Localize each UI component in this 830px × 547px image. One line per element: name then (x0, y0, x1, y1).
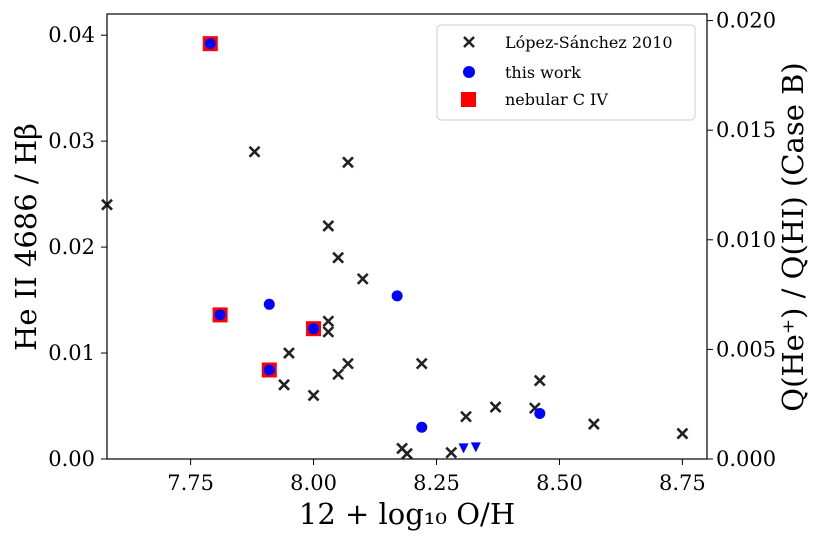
series-0-point-5 (356, 272, 369, 285)
series-0-point-16 (445, 446, 458, 459)
series-0-point-15 (401, 447, 413, 460)
y2-axis-ticks: 0.000 0.005 0.010 0.015 0.020 (707, 9, 776, 471)
y-tick-label-4: 0.04 (48, 23, 95, 47)
series-0-point-6 (322, 315, 335, 328)
legend-circle-marker (463, 66, 475, 78)
y2-tick-label-2: 0.010 (716, 228, 776, 252)
series-2-point-0 (458, 443, 469, 454)
series-0-point-4 (332, 251, 345, 264)
x-axis-title: 12 + log₁₀ O/H (299, 497, 515, 531)
series-0-point-8 (283, 347, 295, 359)
series-0-point-1 (248, 145, 261, 158)
legend: López-Sánchez 2010 this work nebular C I… (436, 24, 696, 121)
plot-frame (106, 13, 708, 460)
series-2-point-1 (470, 442, 481, 453)
series-0-point-10 (332, 368, 345, 381)
y2-tick-label-3: 0.015 (716, 118, 776, 142)
series-0-point-18 (489, 401, 502, 414)
y-tick-label-2: 0.02 (48, 235, 95, 259)
legend-label-this-work: this work (505, 63, 581, 82)
x-tick-label-2: 8.25 (413, 471, 460, 495)
x-axis-ticks: 7.75 8.00 8.25 8.50 8.75 (167, 459, 706, 495)
series-1-point-1 (214, 309, 226, 321)
series-1-point-0 (204, 38, 216, 50)
legend-box (436, 24, 696, 121)
this-work-limit-markers (458, 442, 481, 454)
series-0-point-22 (676, 427, 689, 440)
series-1-point-5 (391, 290, 403, 302)
legend-label-lopez-sanchez: López-Sánchez 2010 (505, 33, 673, 52)
x-tick-label-0: 7.75 (167, 471, 214, 495)
series-0-point-2 (342, 156, 354, 169)
y-tick-label-3: 0.03 (48, 129, 95, 153)
series-1-point-7 (534, 407, 546, 419)
y-tick-label-0: 0.00 (48, 447, 95, 471)
legend-x-marker (463, 36, 475, 48)
series-0-point-9 (342, 357, 354, 370)
series-0-point-21 (587, 418, 600, 430)
series-0-point-11 (278, 378, 290, 391)
y2-axis-title: Q(He⁺) / Q(HI) (Case B) (776, 62, 810, 411)
legend-label-nebular-civ: nebular C IV (505, 90, 608, 109)
y-tick-label-1: 0.01 (48, 341, 95, 365)
y2-tick-label-0: 0.000 (716, 447, 776, 471)
y-axis-title: He II 4686 / Hβ (9, 123, 43, 351)
x-tick-label-1: 8.00 (290, 471, 337, 495)
y2-tick-label-1: 0.005 (716, 337, 776, 361)
series-0-point-13 (415, 357, 428, 370)
this-work-markers (204, 38, 546, 433)
series-1-point-4 (308, 323, 320, 335)
series-0-point-7 (322, 325, 335, 338)
series-0-point-3 (322, 219, 335, 232)
series-1-point-6 (416, 421, 428, 433)
series-0-point-12 (307, 389, 320, 402)
x-tick-label-4: 8.75 (659, 471, 706, 495)
nebular-civ-markers (202, 36, 322, 378)
series-1-point-2 (263, 298, 275, 310)
series-0-point-20 (533, 374, 546, 387)
series-1-point-3 (263, 364, 275, 376)
series-0-point-17 (460, 410, 472, 423)
lopez-sanchez-markers (101, 145, 689, 460)
x-tick-label-3: 8.50 (536, 471, 583, 495)
y2-tick-label-4: 0.020 (716, 9, 776, 33)
legend-square-marker (461, 92, 476, 107)
y-axis-ticks: 0.00 0.01 0.02 0.03 0.04 (48, 23, 107, 471)
